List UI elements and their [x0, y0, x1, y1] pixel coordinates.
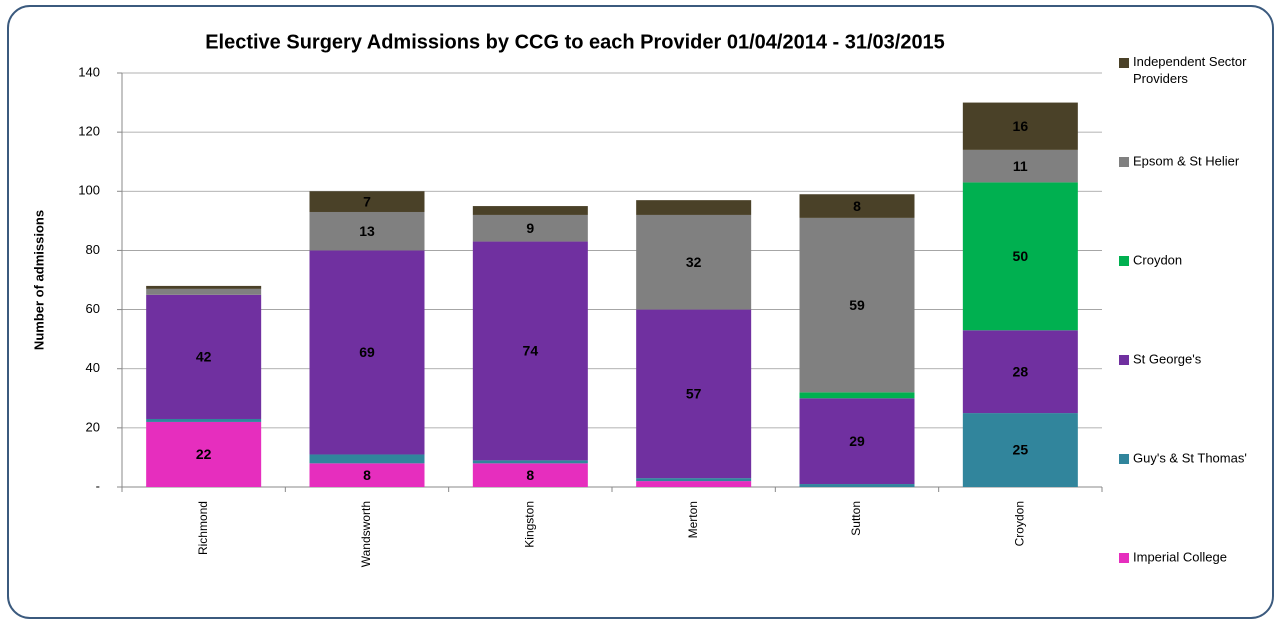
y-tick-label: 60	[86, 301, 100, 316]
bar-segment	[309, 454, 425, 464]
bar-segment	[309, 463, 425, 487]
bar-segment	[309, 211, 425, 251]
bar-segment	[472, 463, 588, 487]
y-tick-label: 120	[78, 124, 100, 139]
data-label: 13	[359, 223, 375, 239]
data-label: 42	[196, 349, 212, 365]
bar-segment	[146, 288, 262, 295]
y-tick-label: 20	[86, 419, 100, 434]
data-label: 69	[359, 344, 375, 360]
data-label: 74	[523, 343, 539, 359]
bar-segment	[799, 217, 915, 393]
data-label: 8	[853, 198, 861, 214]
bar-segment	[636, 478, 752, 482]
data-label: 25	[1013, 442, 1029, 458]
legend-label: Epsom & St Helier	[1133, 153, 1240, 168]
data-label: 50	[1013, 248, 1029, 264]
bar-segment	[799, 484, 915, 487]
chart-title: Elective Surgery Admissions by CCG to ea…	[205, 31, 945, 53]
y-tick-label: 80	[86, 242, 100, 257]
y-tick-label: 100	[78, 183, 100, 198]
bar-segment	[636, 309, 752, 479]
data-label: 29	[849, 433, 865, 449]
bar-segment	[799, 194, 915, 218]
bar-segment	[799, 398, 915, 485]
legend-label: Guy's & St Thomas'	[1133, 450, 1247, 465]
legend-label: Independent Sector Providers	[1133, 54, 1247, 86]
legend-label: Croydon	[1133, 252, 1182, 267]
legend-label: St George's	[1133, 351, 1202, 366]
data-label: 7	[363, 193, 371, 209]
bar-segment	[472, 241, 588, 461]
bar-segment	[472, 214, 588, 242]
x-tick-label: Wandsworth	[359, 501, 373, 567]
bar-segment	[309, 191, 425, 212]
data-label: 22	[196, 446, 212, 462]
legend-swatch	[1119, 256, 1129, 266]
legend-label: Imperial College	[1133, 549, 1227, 564]
x-tick-label: Kingston	[523, 501, 537, 548]
data-label: 11	[1013, 158, 1028, 174]
bar-segment	[636, 481, 752, 487]
legend-swatch	[1119, 58, 1129, 68]
bar-segment	[472, 206, 588, 215]
bar-segment	[962, 149, 1078, 183]
legend-swatch	[1119, 454, 1129, 464]
bar-segment	[309, 250, 425, 455]
bar-segment	[472, 460, 588, 464]
data-label: 59	[849, 297, 865, 313]
bar-segment	[146, 418, 262, 422]
legend-swatch	[1119, 355, 1129, 365]
bar-segment	[962, 102, 1078, 150]
data-label: 8	[363, 467, 371, 483]
bar-segment	[962, 182, 1078, 331]
y-tick-label: -	[96, 478, 100, 493]
y-tick-label: 40	[86, 360, 100, 375]
x-tick-label: Sutton	[849, 501, 863, 536]
data-label: 9	[526, 220, 534, 236]
y-axis-label: Number of admissions	[31, 210, 46, 350]
x-tick-label: Richmond	[196, 501, 210, 555]
legend-swatch	[1119, 157, 1129, 167]
x-tick-label: Merton	[686, 501, 700, 538]
data-label: 57	[686, 386, 702, 402]
data-label: 8	[526, 467, 534, 483]
x-tick-label: Croydon	[1013, 501, 1027, 546]
bar-segment	[636, 214, 752, 310]
bar-segment	[146, 285, 262, 289]
bar-segment	[146, 294, 262, 419]
bar-segment	[799, 392, 915, 399]
data-label: 28	[1013, 363, 1029, 379]
bar-segment	[962, 330, 1078, 414]
y-tick-label: 140	[78, 64, 100, 79]
bar-segment	[962, 413, 1078, 487]
data-label: 32	[686, 254, 702, 270]
legend-swatch	[1119, 553, 1129, 563]
bar-segment	[146, 421, 262, 487]
bar-segment	[636, 200, 752, 215]
data-label: 16	[1013, 118, 1029, 134]
